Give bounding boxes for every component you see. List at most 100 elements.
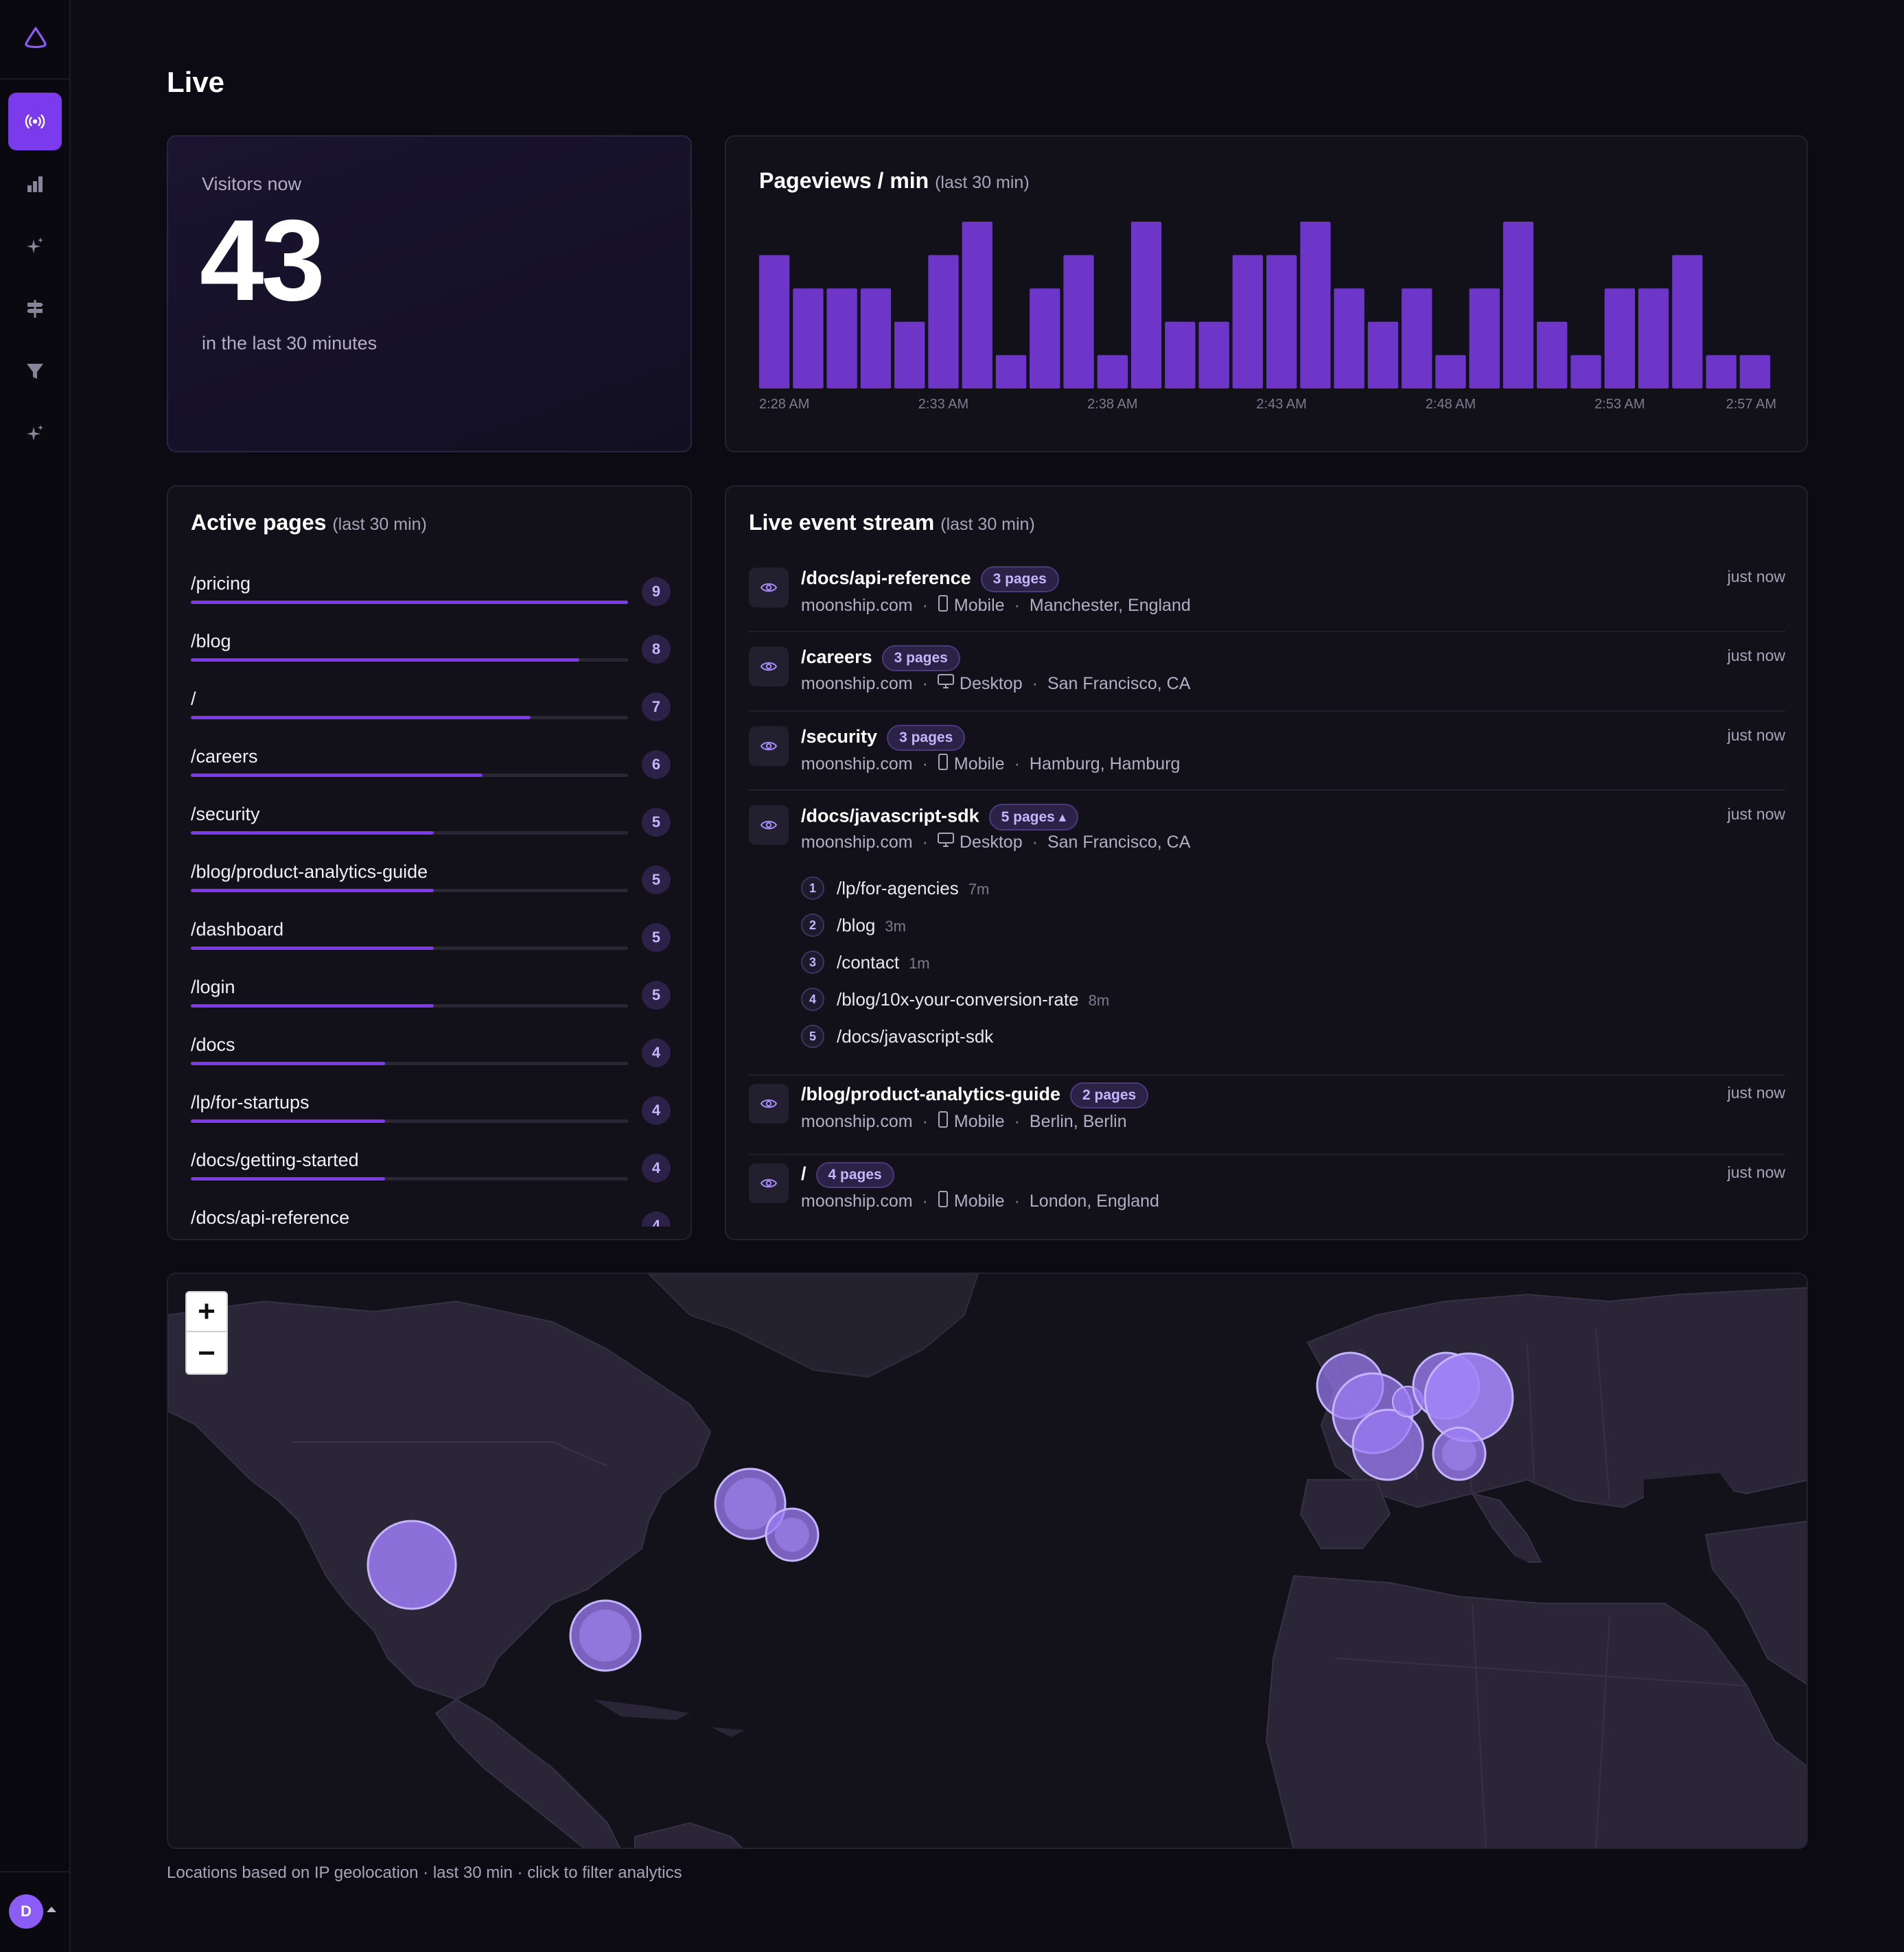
visitor-map[interactable]: + − — [167, 1273, 1808, 1849]
pageviews-bar[interactable] — [1097, 355, 1128, 388]
pageviews-bar[interactable] — [1266, 255, 1297, 388]
pageviews-bar[interactable] — [1706, 355, 1737, 388]
pageviews-bar[interactable] — [894, 321, 925, 388]
pageviews-bar[interactable] — [1570, 355, 1601, 388]
pageviews-bar[interactable] — [1739, 355, 1770, 388]
mobile-icon — [938, 1111, 948, 1128]
sidebar-item-goals[interactable] — [8, 280, 62, 338]
event-pages-badge[interactable]: 4 pages — [815, 1162, 894, 1188]
bubble-paris — [1351, 1408, 1424, 1481]
active-page-row[interactable]: /lp/for-startups 4 — [191, 1087, 671, 1144]
bar-chart-icon — [27, 176, 43, 192]
avatar[interactable]: D — [9, 1894, 43, 1929]
event-path[interactable]: /blog/product-analytics-guide — [801, 1084, 1061, 1105]
event-location: Manchester, England — [1029, 596, 1191, 615]
pageviews-bar[interactable] — [1130, 222, 1162, 388]
pageviews-bar[interactable] — [1367, 321, 1399, 388]
pageviews-card: Pageviews / min (last 30 min) 2:28 AM 2:3… — [725, 135, 1808, 452]
active-page-row[interactable]: /dashboard 5 — [191, 914, 671, 971]
journey-step-path: /lp/for-agencies — [837, 878, 959, 898]
active-page-row[interactable]: /security 5 — [191, 798, 671, 856]
event-path-line: /careers 3 pages — [801, 645, 960, 671]
event-path[interactable]: /docs/javascript-sdk — [801, 805, 979, 826]
event-pages-badge[interactable]: 3 pages — [887, 725, 966, 751]
pageviews-bar[interactable] — [995, 355, 1027, 388]
event-path-line: /blog/product-analytics-guide 2 pages — [801, 1082, 1149, 1108]
event-icon — [749, 726, 789, 766]
journey-step-path-line: /contact 1m — [837, 952, 930, 973]
logo-icon[interactable] — [23, 25, 49, 51]
journey-step[interactable]: 1/lp/for-agencies 7m — [801, 874, 1419, 911]
pageviews-bar[interactable] — [1334, 288, 1365, 388]
active-page-row[interactable]: /pricing 9 — [191, 568, 671, 625]
event-pages-badge[interactable]: 3 pages — [980, 566, 1059, 592]
zoom-in-button[interactable]: + — [187, 1292, 227, 1332]
journey-step[interactable]: 5/docs/javascript-sdk — [801, 1022, 1419, 1059]
pageviews-bar[interactable] — [1063, 255, 1094, 388]
active-page-bar-track — [191, 1177, 628, 1181]
pageviews-bar[interactable] — [860, 288, 892, 388]
pageviews-bar[interactable] — [1030, 288, 1060, 388]
active-page-count: 6 — [642, 750, 671, 779]
pageviews-bar[interactable] — [1300, 222, 1331, 388]
event-divider — [749, 710, 1785, 712]
chevron-up-icon[interactable] — [47, 1907, 56, 1912]
sidebar-item-funnels[interactable] — [8, 342, 62, 400]
active-page-bar — [191, 831, 434, 835]
event-pages-badge[interactable]: 3 pages — [881, 645, 960, 671]
active-page-count: 5 — [642, 808, 671, 837]
device-icon — [938, 754, 949, 775]
pageviews-bar[interactable] — [1604, 288, 1635, 388]
event-path[interactable]: / — [801, 1163, 806, 1185]
active-page-row[interactable]: /docs/getting-started 4 — [191, 1144, 671, 1202]
event-pages-badge[interactable]: 2 pages — [1070, 1082, 1149, 1108]
journey-step[interactable]: 4/blog/10x-your-conversion-rate 8m — [801, 985, 1419, 1022]
sidebar-item-live[interactable] — [8, 93, 62, 150]
event-path[interactable]: /docs/api-reference — [801, 568, 971, 589]
event-icon — [749, 1084, 789, 1124]
active-pages-title-text: Active pages — [191, 510, 327, 535]
pageviews-bar[interactable] — [1435, 355, 1466, 388]
world-map[interactable] — [168, 1274, 1808, 1849]
x-tick-label: 2:43 AM — [1256, 397, 1306, 412]
event-time: just now — [1727, 1084, 1785, 1102]
pageviews-title-text: Pageviews / min — [759, 168, 929, 193]
pageviews-bar[interactable] — [1165, 321, 1196, 388]
pageviews-bar[interactable] — [1537, 321, 1568, 388]
active-page-row[interactable]: /docs/api-reference 4 — [191, 1202, 671, 1227]
zoom-out-button[interactable]: − — [198, 1336, 216, 1370]
active-page-row[interactable]: /7 — [191, 683, 671, 741]
pageviews-bar[interactable] — [1638, 288, 1669, 388]
sidebar-item-ai[interactable] — [8, 405, 62, 463]
pageviews-bar[interactable] — [928, 255, 959, 388]
separator: · — [1014, 754, 1020, 774]
journey-step[interactable]: 2/blog 3m — [801, 911, 1419, 948]
event-pages-badge[interactable]: 5 pages ▴ — [988, 804, 1079, 830]
pageviews-bar[interactable] — [962, 222, 992, 388]
pageviews-bar[interactable] — [759, 255, 790, 388]
event-path[interactable]: /security — [801, 726, 878, 747]
event-device: Desktop — [959, 833, 1023, 852]
pageviews-bar[interactable] — [793, 288, 824, 388]
pageviews-bar[interactable] — [1672, 255, 1703, 388]
active-page-row[interactable]: /careers 6 — [191, 741, 671, 798]
pageviews-bar[interactable] — [1232, 255, 1263, 388]
active-page-row[interactable]: /blog 8 — [191, 625, 671, 683]
pageviews-bar[interactable] — [826, 288, 857, 388]
active-page-row[interactable]: /blog/product-analytics-guide 5 — [191, 856, 671, 914]
active-page-row[interactable]: /docs 4 — [191, 1029, 671, 1087]
sidebar-item-insights[interactable] — [8, 218, 62, 275]
journey-step[interactable]: 3/contact 1m — [801, 948, 1419, 985]
pageviews-bar[interactable] — [1198, 321, 1229, 388]
page-title: Live — [167, 66, 225, 98]
active-page-bar — [191, 716, 531, 719]
pageviews-bar[interactable] — [1402, 288, 1432, 388]
sidebar-item-analytics[interactable] — [8, 155, 62, 213]
pageviews-bar[interactable] — [1502, 222, 1534, 388]
event-divider — [749, 1154, 1785, 1155]
pageviews-bar[interactable] — [1469, 288, 1500, 388]
active-page-row[interactable]: /login 5 — [191, 971, 671, 1029]
sparkles-icon — [27, 425, 43, 441]
event-path[interactable]: /careers — [801, 647, 872, 668]
active-page-count: 5 — [642, 923, 671, 952]
